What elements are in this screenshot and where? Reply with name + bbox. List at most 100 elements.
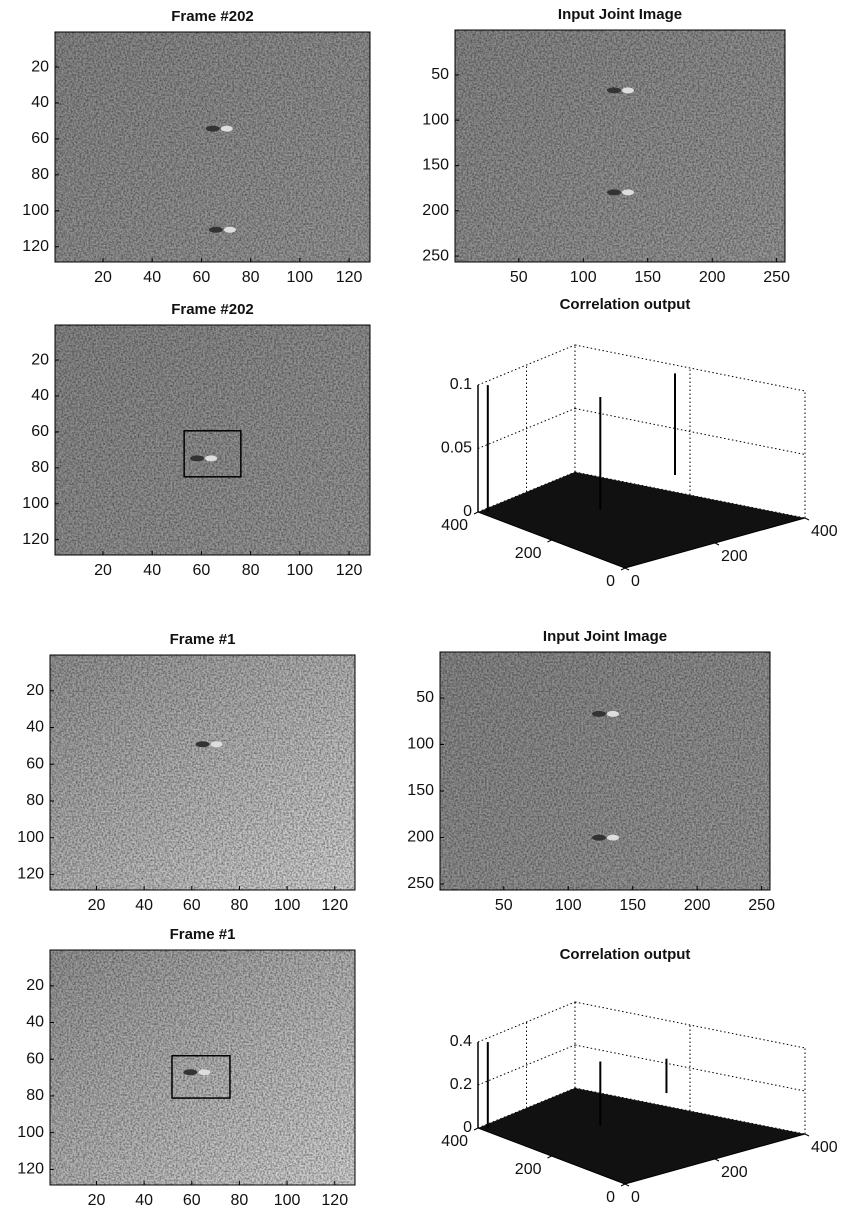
correlation-floor <box>478 1088 805 1184</box>
target-spot <box>183 1069 198 1076</box>
chart-title: Input Joint Image <box>543 628 667 645</box>
x-tick-label: 80 <box>242 269 260 286</box>
y-tick-label: 200 <box>422 202 449 219</box>
x-tick-label: 120 <box>321 897 348 914</box>
y-tick-label: 100 <box>17 829 44 846</box>
y-tick-label: 20 <box>31 58 49 75</box>
x-tick <box>624 1183 630 1187</box>
y-tick-label: 0 <box>606 1189 615 1206</box>
y-tick-label: 100 <box>407 736 434 753</box>
x-tick-label: 40 <box>143 562 161 579</box>
x-tick-label: 0 <box>631 1189 640 1206</box>
x-tick-label: 100 <box>570 269 597 286</box>
chart-title: Correlation output <box>560 296 691 313</box>
image-texture <box>55 325 370 555</box>
y-tick-label: 200 <box>515 545 542 562</box>
x-tick-label: 120 <box>336 562 363 579</box>
grid-line <box>477 408 576 449</box>
target-spot <box>622 189 634 196</box>
y-tick <box>547 1155 552 1159</box>
target-spot <box>223 226 236 233</box>
target-spot <box>190 455 205 462</box>
x-tick-label: 80 <box>231 897 249 914</box>
grid-line <box>574 344 806 392</box>
x-tick-label: 50 <box>495 897 513 914</box>
x-tick-label: 250 <box>748 897 775 914</box>
z-tick-label: 0.4 <box>450 1033 472 1050</box>
x-tick-label: 250 <box>763 269 790 286</box>
image-texture <box>50 655 355 890</box>
y-tick-label: 80 <box>31 459 49 476</box>
y-tick-label: 100 <box>422 111 449 128</box>
y-tick-label: 40 <box>31 94 49 111</box>
x-tick-label: 60 <box>193 269 211 286</box>
x-tick-label: 80 <box>242 562 260 579</box>
target-spot <box>622 87 634 94</box>
x-tick <box>804 1133 810 1137</box>
y-tick-label: 200 <box>515 1161 542 1178</box>
axes-frame <box>439 651 771 891</box>
z-tick-label: 0 <box>463 1119 472 1136</box>
x-tick-label: 20 <box>94 269 112 286</box>
tracking-box <box>183 430 242 478</box>
grid-line <box>477 1044 576 1086</box>
x-tick-label: 400 <box>811 523 838 540</box>
y-tick-label: 150 <box>407 782 434 799</box>
chart-title: Frame #202 <box>171 8 254 25</box>
x-tick <box>714 542 720 546</box>
image-texture <box>455 30 785 262</box>
y-tick-label: 400 <box>441 1133 468 1150</box>
y-tick-label: 60 <box>31 130 49 147</box>
y-tick <box>473 511 479 515</box>
grid-line <box>574 1001 806 1049</box>
target-spot <box>592 834 606 841</box>
tracking-box <box>171 1055 231 1099</box>
x-tick-label: 120 <box>321 1192 348 1209</box>
y-tick-label: 120 <box>17 866 44 883</box>
x-tick-label: 200 <box>684 897 711 914</box>
target-spot <box>208 226 223 233</box>
y-tick-label: 60 <box>26 755 44 772</box>
x-tick-label: 150 <box>619 897 646 914</box>
x-tick-label: 20 <box>88 897 106 914</box>
y-tick-label: 150 <box>422 157 449 174</box>
y-tick-label: 120 <box>17 1161 44 1178</box>
x-tick-label: 100 <box>274 1192 301 1209</box>
x-tick <box>804 517 810 521</box>
y-tick-label: 80 <box>31 166 49 183</box>
target-spot <box>205 125 220 132</box>
x-tick-label: 50 <box>510 269 528 286</box>
z-tick-label: 0.05 <box>441 440 472 457</box>
image-texture <box>440 652 770 890</box>
x-tick <box>624 567 630 571</box>
grid-line <box>477 344 576 386</box>
y-tick-label: 40 <box>26 719 44 736</box>
y-tick-label: 40 <box>31 387 49 404</box>
x-tick-label: 0 <box>631 573 640 590</box>
y-tick-label: 40 <box>26 1014 44 1031</box>
x-tick-label: 100 <box>287 269 314 286</box>
x-tick <box>714 1158 720 1162</box>
x-tick-label: 20 <box>94 562 112 579</box>
chart-title: Frame #1 <box>170 926 236 943</box>
y-tick-label: 400 <box>441 517 468 534</box>
y-tick-label: 60 <box>26 1050 44 1067</box>
x-tick-label: 200 <box>699 269 726 286</box>
correlation-floor <box>478 472 805 568</box>
axes-frame <box>54 324 371 556</box>
target-spot <box>198 1069 211 1076</box>
target-spot <box>205 455 218 462</box>
grid-line <box>574 408 806 455</box>
z-tick-label: 0.2 <box>450 1076 472 1093</box>
y-tick <box>473 1127 479 1131</box>
target-spot <box>607 189 621 196</box>
y-tick-label: 200 <box>407 829 434 846</box>
x-tick-label: 200 <box>721 1164 748 1181</box>
y-tick <box>620 567 626 571</box>
z-tick-label: 0 <box>463 503 472 520</box>
y-tick-label: 120 <box>22 238 49 255</box>
y-tick-label: 80 <box>26 1087 44 1104</box>
y-tick-label: 20 <box>26 682 44 699</box>
target-spot <box>220 125 233 132</box>
